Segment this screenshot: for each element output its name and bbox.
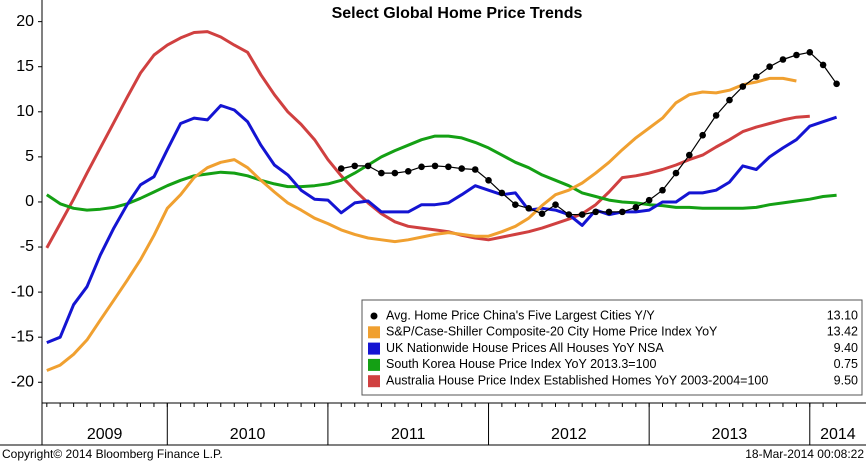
series-dot — [793, 51, 800, 59]
series-dot — [485, 177, 492, 184]
y-tick-label: -5 — [20, 238, 34, 255]
y-tick-label: 5 — [25, 148, 34, 165]
series-dot — [819, 61, 827, 69]
series-dot — [712, 112, 720, 119]
series-dot — [525, 204, 532, 212]
series-dot — [752, 73, 760, 80]
legend-box — [361, 299, 863, 396]
legend-label: Avg. Home Price China's Five Largest Cit… — [386, 308, 655, 322]
legend-value: 13.42 — [827, 325, 858, 339]
legend-value: 9.40 — [834, 341, 858, 355]
series-dot — [512, 201, 519, 208]
x-tick-label: 2010 — [230, 426, 266, 443]
legend-value: 13.10 — [827, 308, 858, 322]
series-dot — [686, 151, 693, 159]
series-dot — [605, 208, 613, 216]
x-tick-label: 2014 — [820, 426, 856, 443]
series-dot — [552, 201, 559, 208]
x-tick-label: 2012 — [551, 426, 587, 443]
legend-value: 9.50 — [834, 373, 858, 387]
copyright: Copyright© 2014 Bloomberg Finance L.P. — [2, 447, 223, 461]
legend-label: Australia House Price Index Established … — [386, 373, 768, 387]
legend-label: S&P/Case-Shiller Composite-20 City Home … — [386, 325, 718, 339]
series-dot — [378, 169, 385, 177]
x-tick-label: 2011 — [391, 426, 426, 443]
legend-value: 0.75 — [834, 357, 858, 371]
legend-marker — [368, 358, 380, 371]
series-dot — [404, 167, 412, 175]
legend-marker — [368, 342, 380, 355]
series-dot — [779, 56, 787, 63]
series-dot — [592, 208, 599, 216]
legend-marker — [368, 326, 380, 339]
series-dot — [565, 211, 573, 218]
series-dot — [672, 169, 680, 177]
series-dot — [458, 165, 466, 172]
series-line — [46, 76, 797, 372]
series-dot — [739, 83, 747, 90]
series-dot — [418, 163, 425, 171]
y-tick-label: 0 — [25, 193, 34, 210]
legend-marker — [370, 312, 378, 320]
series-dot — [538, 210, 546, 217]
y-tick-label: 20 — [16, 13, 34, 30]
series-dot — [659, 186, 666, 194]
x-tick-label: 2013 — [712, 426, 748, 443]
series-dot — [498, 189, 506, 197]
y-tick-label: -20 — [11, 373, 34, 390]
legend-marker — [368, 375, 380, 388]
series-dot — [699, 131, 706, 139]
series-line — [45, 134, 837, 212]
series-dot — [471, 166, 479, 173]
timestamp: 18-Mar-2014 00:08:22 — [745, 447, 864, 461]
series-dot — [645, 196, 653, 204]
series-dot — [726, 96, 733, 104]
series-dot — [445, 163, 452, 171]
legend-label: South Korea House Price Index YoY 2013.3… — [386, 357, 657, 371]
series-dot — [632, 204, 640, 211]
series-line — [45, 30, 810, 249]
series-dot — [833, 80, 840, 88]
series-dot — [351, 162, 359, 170]
y-tick-label: 15 — [16, 58, 34, 75]
y-tick-label: -15 — [11, 328, 34, 345]
legend: Avg. Home Price China's Five Largest Cit… — [361, 299, 863, 396]
series-dot — [337, 165, 345, 172]
series-dot — [766, 63, 773, 71]
series-dot — [431, 162, 439, 170]
series-dot — [806, 48, 814, 56]
x-tick-label: 2009 — [87, 426, 123, 443]
series-dot — [391, 169, 399, 177]
y-tick-label: 10 — [16, 103, 34, 120]
series-dot — [619, 208, 626, 216]
series-line — [46, 104, 838, 344]
series-dot — [364, 162, 372, 170]
series-dot — [578, 211, 586, 218]
y-tick-label: -10 — [11, 283, 34, 300]
chart-title: Select Global Home Price Trends — [332, 5, 583, 22]
legend-label: UK Nationwide House Prices All Houses Yo… — [386, 341, 664, 355]
